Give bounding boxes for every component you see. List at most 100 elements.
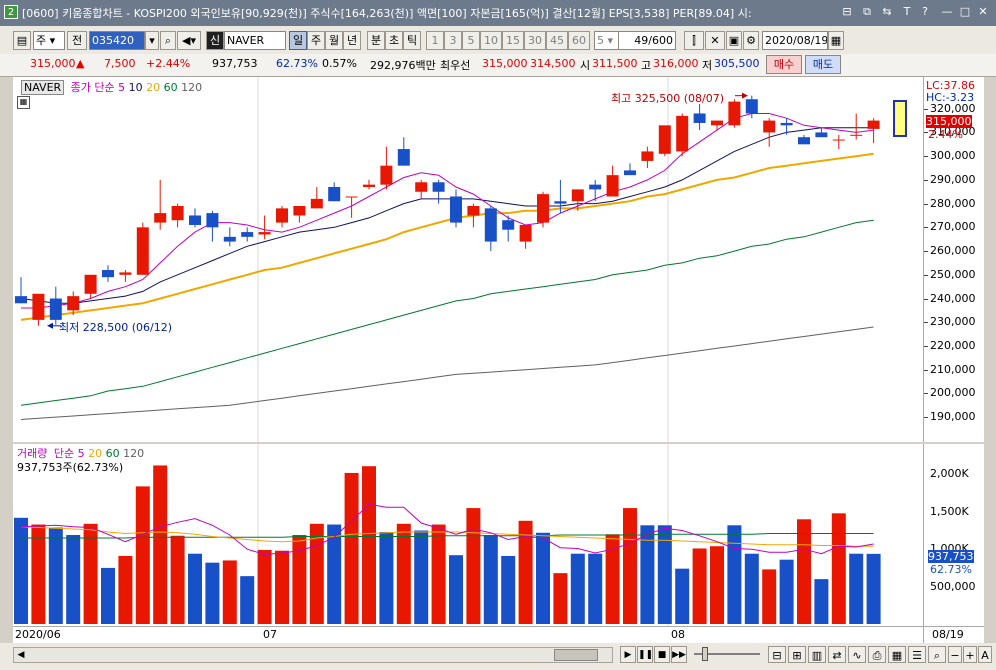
price-axis: 320,000 310,000 300,000 290,000 280,000 270,0…	[923, 77, 984, 442]
price-tick-label: 310,000	[930, 125, 976, 139]
help-icon[interactable]: ?	[922, 5, 928, 18]
search-icon[interactable]: ⌕	[160, 31, 176, 50]
minus-icon[interactable]: −	[948, 646, 962, 663]
tab-month[interactable]: 월	[325, 31, 343, 50]
volume-bar	[553, 573, 568, 624]
speed-slider-thumb[interactable]	[702, 647, 708, 661]
minute-3[interactable]: 3	[444, 31, 462, 50]
volume-bar	[83, 523, 98, 624]
volume-tick-label: 500,000	[930, 579, 976, 593]
change-percent: +2.44%	[146, 57, 191, 70]
price-ma10-line	[20, 127, 874, 304]
restore-icon[interactable]: ⧉	[863, 5, 871, 18]
fast-forward-icon[interactable]: ▶▶	[671, 646, 687, 663]
price-tick-mark	[924, 298, 928, 300]
x-axis-current: 08/19	[923, 626, 984, 643]
minimize-icon[interactable]: —	[941, 5, 953, 18]
volume-panel[interactable]: 거래량 단순 5 20 60 120 937,753주(62.73%)	[13, 444, 923, 626]
sound-icon[interactable]: ◀▾	[177, 31, 201, 50]
tab-day[interactable]: 일	[289, 31, 307, 50]
minute-5[interactable]: 5	[462, 31, 480, 50]
candle-body	[258, 232, 271, 235]
minute-10[interactable]: 10	[480, 31, 502, 50]
stop-icon[interactable]: ■	[654, 646, 670, 663]
volume-bar	[518, 520, 533, 624]
left-strip	[0, 77, 13, 643]
period-icon[interactable]: ▥	[808, 646, 826, 663]
price-tick-label: 260,000	[930, 244, 976, 258]
candle-body	[832, 139, 845, 141]
magnify-icon[interactable]: ⌕	[928, 646, 946, 663]
tab-year[interactable]: 년	[343, 31, 361, 50]
candle-type-icon[interactable]: ⫿	[684, 31, 704, 50]
close-icon[interactable]: ✕	[978, 5, 988, 18]
candle-body	[136, 227, 149, 275]
speed-slider[interactable]	[694, 653, 760, 655]
pause-icon[interactable]: ❚❚	[637, 646, 653, 663]
candle-body	[693, 113, 706, 123]
period-select[interactable]: 주 ▾	[33, 31, 65, 50]
zoom-out-icon[interactable]: ⊟	[768, 646, 786, 663]
buy-button[interactable]: 매수	[766, 55, 802, 74]
price-ma120-line	[20, 326, 874, 420]
link-icon[interactable]: ⇆	[882, 5, 892, 18]
plus-icon[interactable]: +	[963, 646, 977, 663]
list-icon[interactable]: ☰	[908, 646, 926, 663]
layout-icon[interactable]: ⊟	[842, 5, 852, 18]
font-size-icon[interactable]: A	[978, 646, 992, 663]
stock-code-input[interactable]: 035420	[89, 31, 145, 50]
candle-body	[780, 122, 793, 126]
compare-icon[interactable]: ⇄	[828, 646, 846, 663]
candle-body	[415, 182, 428, 192]
candle-body	[728, 101, 741, 126]
minute-30[interactable]: 30	[524, 31, 546, 50]
candle-body	[745, 99, 758, 114]
scroll-left-icon[interactable]: ◀	[17, 650, 25, 660]
code-dropdown-icon[interactable]: ▾	[145, 31, 159, 50]
current-change-tag: 2.44%	[928, 127, 963, 141]
minute-60[interactable]: 60	[568, 31, 590, 50]
play-icon[interactable]: ▶	[620, 646, 636, 663]
price-chart	[15, 77, 880, 442]
grid-toggle-icon[interactable]: ▦	[17, 96, 30, 109]
stock-name-tag: NAVER	[21, 80, 65, 95]
text-icon[interactable]: T	[903, 5, 911, 18]
volume-value: 937,753	[212, 57, 258, 70]
ma120-legend: 120	[181, 81, 203, 94]
calendar-icon[interactable]: ▦	[828, 31, 844, 50]
prev-button[interactable]: 전	[67, 31, 87, 50]
indicator-icon[interactable]: ∿	[848, 646, 866, 663]
save-icon[interactable]: ▣	[726, 31, 742, 50]
tab-tick[interactable]: 틱	[403, 31, 421, 50]
price-panel[interactable]: NAVER 종가 단순 5 10 20 60 120 ▦ 최고 325,500 …	[13, 77, 923, 442]
tab-minute[interactable]: 분	[367, 31, 385, 50]
volume-bar	[205, 562, 220, 624]
zoom-in-icon[interactable]: ⊞	[788, 646, 806, 663]
price-tick-label: 240,000	[930, 291, 976, 305]
price-tick-mark	[924, 132, 928, 134]
price-tick-label: 270,000	[930, 220, 976, 234]
settings-icon[interactable]: ⚙	[743, 31, 759, 50]
horizontal-scrollbar[interactable]: ◀	[13, 647, 613, 663]
window-title: [0600] 키움종합차트 - KOSPI200 외국인보유[90,929(천)…	[22, 7, 752, 20]
crosshair-icon[interactable]: ✕	[705, 31, 725, 50]
candle-body	[345, 196, 358, 198]
chart-menu-icon[interactable]: ▤	[13, 31, 31, 50]
minute-15[interactable]: 15	[502, 31, 524, 50]
minute-1[interactable]: 1	[426, 31, 444, 50]
volume-bar	[466, 508, 481, 624]
sell-button[interactable]: 매도	[805, 55, 841, 74]
maximize-icon[interactable]: □	[959, 5, 971, 18]
scroll-thumb[interactable]	[554, 649, 598, 661]
minute-45[interactable]: 45	[546, 31, 568, 50]
tab-second[interactable]: 초	[385, 31, 403, 50]
candle-body	[49, 298, 62, 320]
current-price: 315,000	[30, 57, 76, 70]
high-annotation: 최고 325,500 (08/07)	[611, 92, 725, 105]
volume-bar	[170, 535, 185, 624]
date-input[interactable]: 2020/08/19	[762, 31, 828, 50]
tab-week[interactable]: 주	[307, 31, 325, 50]
layout-grid-icon[interactable]: ▦	[888, 646, 906, 663]
price-tick-mark	[924, 108, 928, 110]
print-icon[interactable]: ⎙	[868, 646, 886, 663]
